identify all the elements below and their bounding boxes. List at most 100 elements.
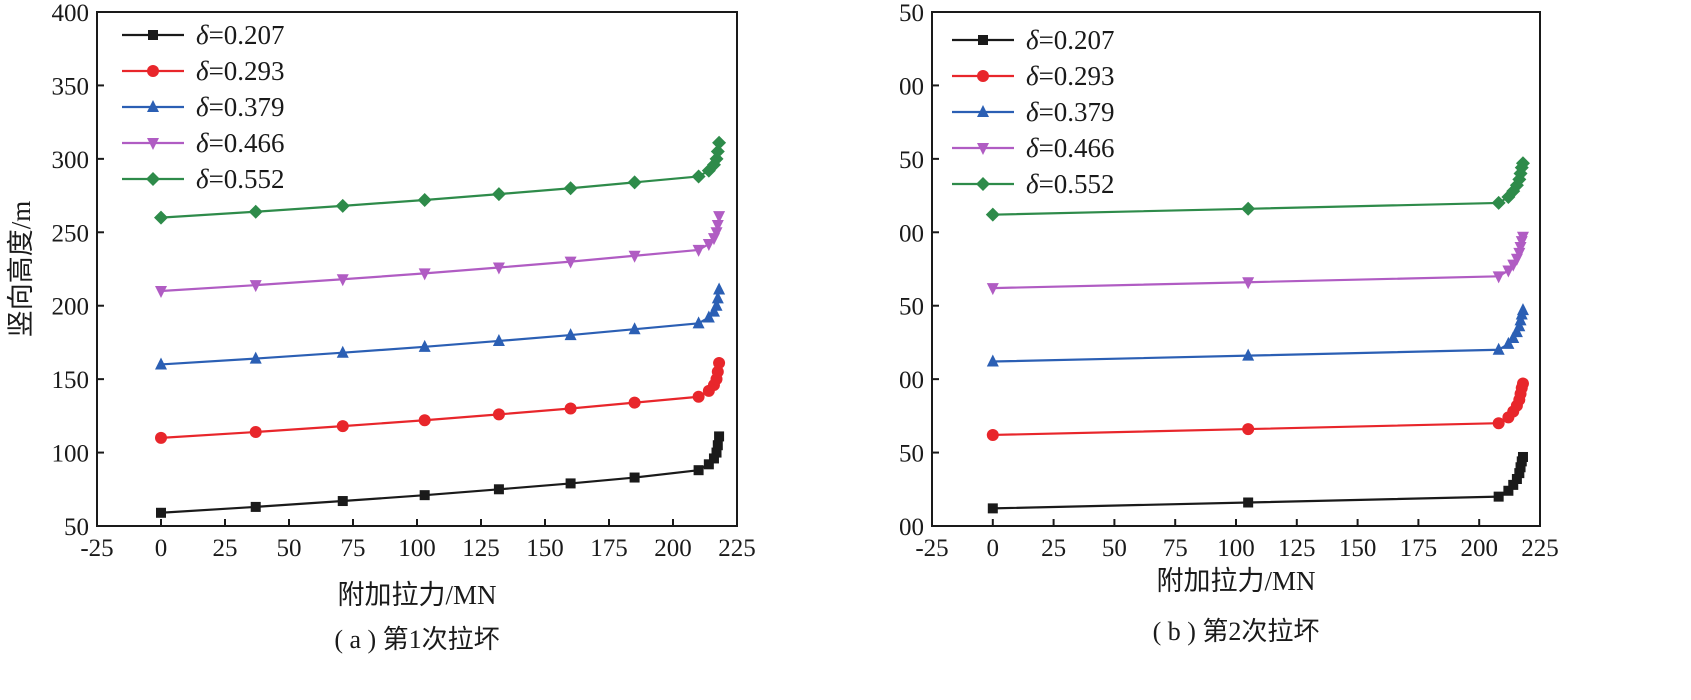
y-tick-label: 450	[900, 0, 924, 27]
x-tick-label: 125	[462, 535, 500, 562]
data-point	[1516, 231, 1529, 244]
x-tick-label: 225	[1521, 535, 1559, 562]
data-point	[1241, 201, 1256, 216]
legend-marker	[147, 65, 159, 77]
chart-panel-b: -25 0 25 50 75 100 125 150 175 200 225 100 150 200 250…	[900, 0, 1691, 700]
y-tick-label: 100	[52, 441, 90, 468]
legend-marker	[148, 30, 158, 40]
y-tick-label: 100	[900, 514, 924, 541]
data-point	[710, 298, 723, 311]
series-δ=0.552	[154, 135, 727, 225]
data-point	[1506, 184, 1521, 199]
data-point	[249, 280, 262, 293]
x-tick-label: 150	[1339, 535, 1377, 562]
series-δ=0.379	[155, 282, 726, 370]
chart-caption: ( b ) 第2次拉坏	[1153, 617, 1320, 646]
series-line	[992, 456, 1525, 510]
data-point	[710, 227, 723, 240]
y-tick-label: 400	[52, 0, 90, 27]
legend-label: δ=0.379	[1026, 97, 1115, 127]
data-point	[710, 144, 725, 159]
legend-label: δ=0.207	[196, 20, 285, 50]
legend-marker	[977, 105, 989, 117]
series-δ=0.207	[156, 431, 725, 518]
legend-marker	[977, 143, 989, 155]
x-tick-label: 175	[1400, 535, 1438, 562]
data-point	[1242, 348, 1255, 361]
x-tick-label: 100	[398, 535, 436, 562]
data-point	[692, 244, 705, 257]
y-tick-label: 300	[52, 147, 90, 174]
x-tick-label: 175	[590, 535, 628, 562]
x-tick-label: 50	[277, 535, 302, 562]
series-line	[992, 236, 1525, 290]
data-point	[1513, 247, 1526, 260]
y-tick-label: 400	[900, 73, 924, 100]
data-point	[336, 420, 349, 433]
data-point	[491, 187, 506, 202]
y-tick-label: 150	[52, 367, 90, 394]
x-tick-label: 200	[654, 535, 692, 562]
data-point	[1517, 451, 1528, 462]
x-tick-label: 125	[1278, 535, 1316, 562]
y-axis-title: 竖向高度/m	[6, 201, 36, 338]
series-δ=0.379	[986, 303, 1529, 367]
data-point	[714, 431, 725, 442]
chart-panel-a: -25 0 25 50 75 100 125 150 175 200 225 50 100 150 200 2…	[6, 0, 756, 654]
data-point	[1243, 497, 1254, 508]
data-point	[711, 365, 724, 378]
data-point	[492, 408, 505, 421]
data-point	[156, 507, 166, 518]
data-point	[1492, 417, 1505, 430]
legend-marker	[976, 177, 990, 191]
chart-b-svg: -25 0 25 50 75 100 125 150 175 200 225 100 150 200 250…	[900, 0, 1559, 646]
y-tick-label: 200	[900, 367, 924, 394]
x-tick-label: 200	[1460, 535, 1498, 562]
legend-label: δ=0.552	[1026, 169, 1115, 199]
data-point	[155, 431, 167, 444]
x-axis-title: 附加拉力/MN	[1156, 566, 1315, 596]
x-tick-label: 75	[1163, 535, 1188, 562]
legend-marker	[147, 100, 159, 112]
data-point	[985, 207, 1000, 222]
data-point	[418, 414, 431, 427]
data-point	[1503, 485, 1514, 496]
data-point	[563, 181, 578, 196]
data-point	[1491, 195, 1506, 210]
data-point	[335, 198, 350, 213]
data-point	[493, 484, 504, 495]
x-tick-label: 50	[1102, 535, 1127, 562]
data-point	[248, 204, 263, 219]
y-tick-label: 50	[64, 514, 89, 541]
data-point	[986, 354, 999, 367]
legend-label: δ=0.552	[196, 164, 285, 194]
data-point	[564, 256, 577, 269]
x-tick-label: 25	[1041, 535, 1066, 562]
data-point	[711, 291, 724, 304]
data-point	[628, 322, 641, 335]
chart-a-svg: -25 0 25 50 75 100 125 150 175 200 225 50 100 150 200 2…	[6, 0, 756, 654]
series-δ=0.466	[155, 211, 726, 299]
data-point	[703, 459, 714, 470]
data-point	[419, 490, 430, 501]
y-tick-label: 300	[900, 220, 924, 247]
data-point	[986, 428, 999, 441]
data-point	[627, 175, 642, 190]
y-tick-label: 350	[900, 147, 924, 174]
legend-label: δ=0.293	[1026, 61, 1115, 91]
data-point	[155, 286, 167, 299]
data-point	[692, 316, 705, 329]
x-tick-label: 0	[155, 535, 168, 562]
plot-frame	[96, 11, 738, 527]
series-δ=0.552	[985, 156, 1530, 222]
data-point	[702, 239, 715, 252]
x-tick-label: 75	[341, 535, 366, 562]
data-point	[337, 496, 348, 507]
data-point	[713, 282, 726, 295]
x-tick-label: 150	[526, 535, 564, 562]
chart-caption: ( a ) 第1次拉坏	[334, 625, 499, 654]
legend-label: δ=0.379	[196, 92, 285, 122]
data-point	[628, 250, 641, 263]
x-tick-label: 100	[1217, 535, 1255, 562]
data-point	[708, 453, 719, 464]
